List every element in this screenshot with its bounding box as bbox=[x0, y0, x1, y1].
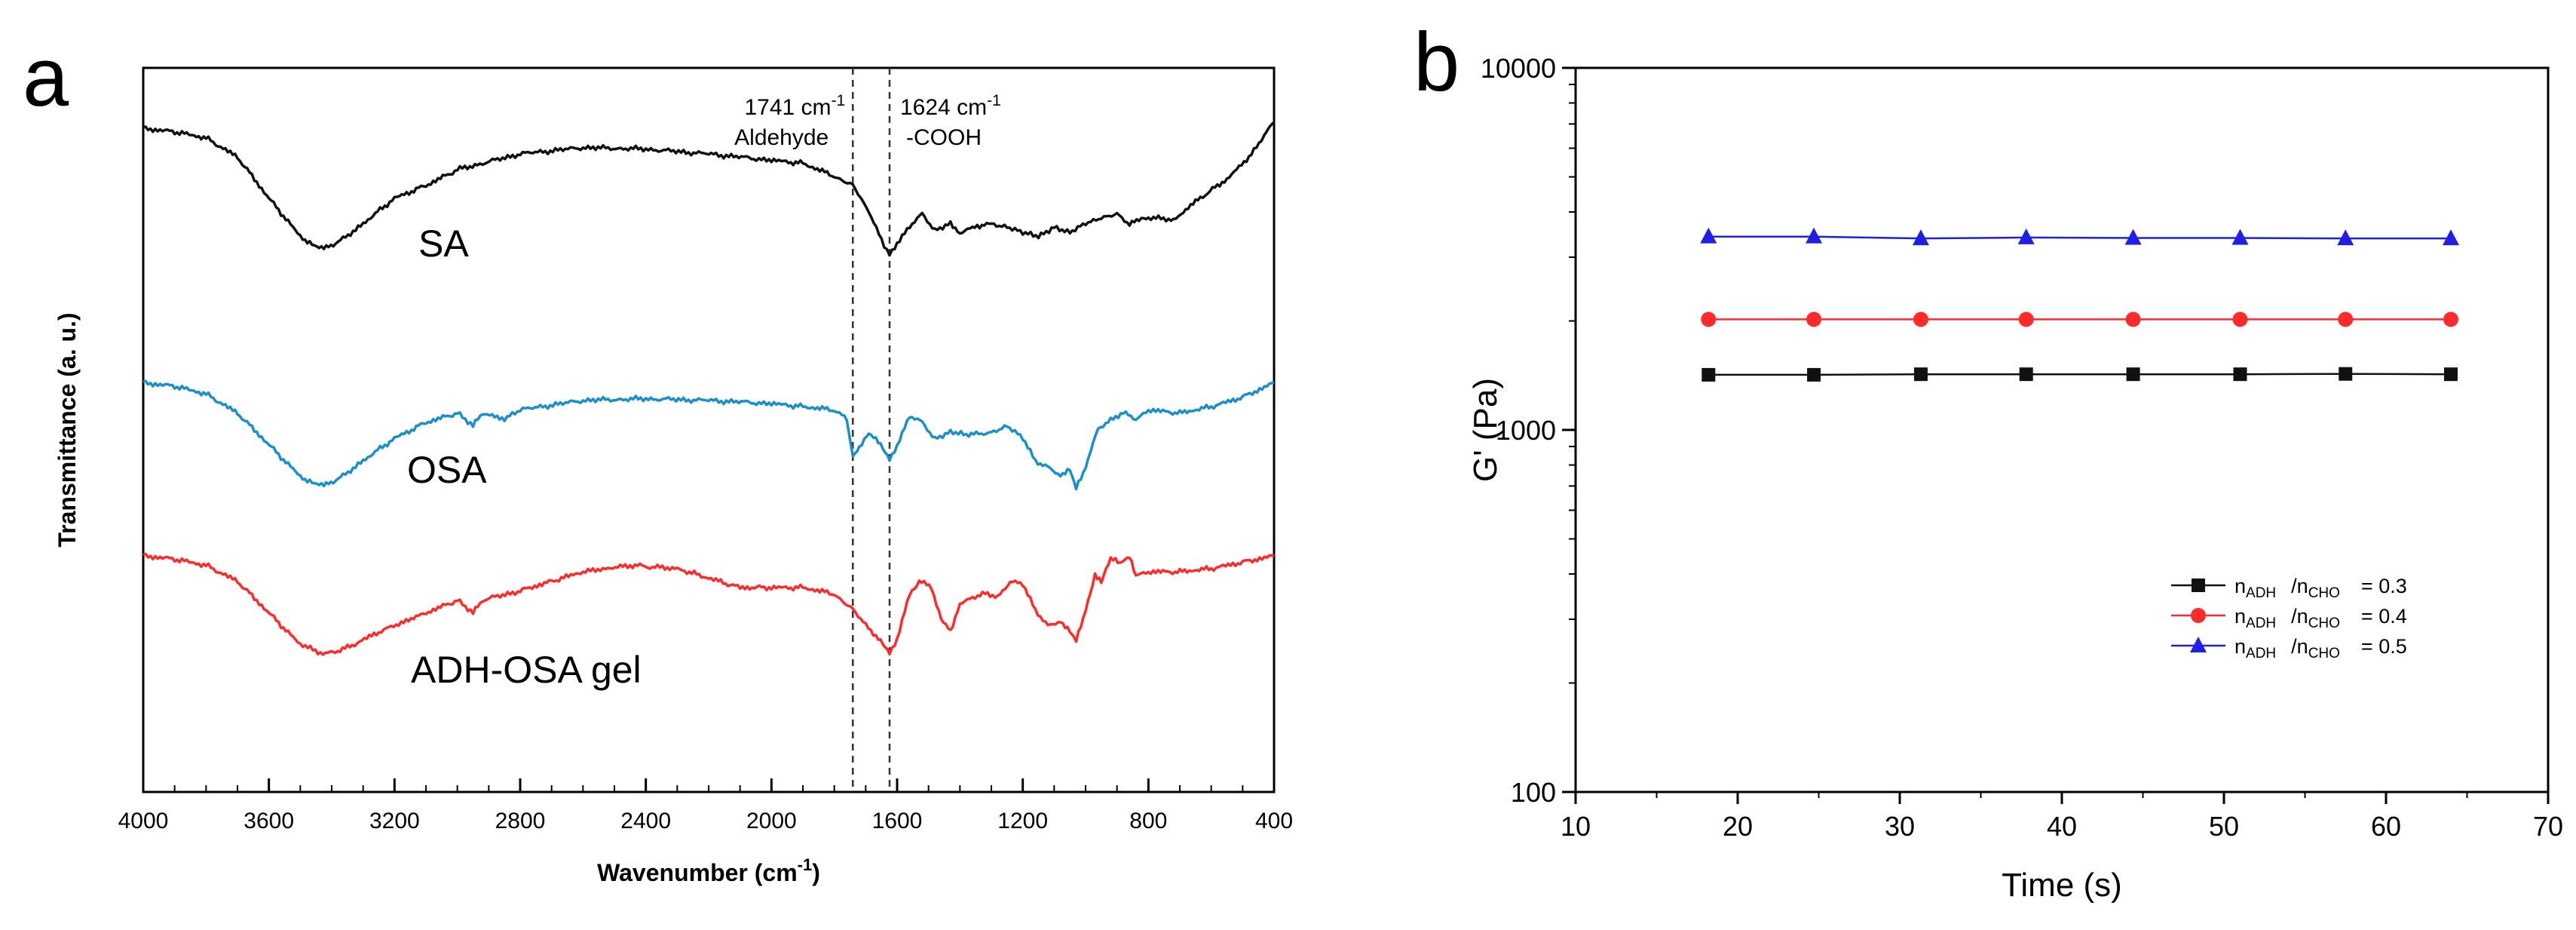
y-tick-label: 1000 bbox=[1496, 415, 1556, 446]
data-point-triangle bbox=[1912, 229, 1929, 246]
panel-a-label: a bbox=[23, 31, 69, 124]
y-tick-label: 100 bbox=[1511, 777, 1556, 808]
x-tick-label: 1600 bbox=[872, 809, 923, 833]
x-tick-label: 800 bbox=[1129, 809, 1167, 833]
data-point-square bbox=[2339, 367, 2353, 381]
series-label: SA bbox=[418, 223, 469, 265]
data-point-triangle bbox=[1806, 227, 1823, 244]
panel-a-x-axis-label: Wavenumber (cm-1) bbox=[597, 855, 820, 886]
x-tick-label: 3200 bbox=[369, 809, 420, 833]
series-line-osa bbox=[142, 379, 1275, 491]
series-label: ADH-OSA gel bbox=[411, 649, 642, 691]
legend-marker-triangle bbox=[2190, 637, 2207, 652]
panel-a-x-tick-labels: 4000 3600 3200 2800 2400 2000 1600 1200 800 400 bbox=[118, 809, 1293, 833]
panel-a-series bbox=[142, 121, 1276, 656]
data-point-triangle bbox=[1700, 227, 1717, 244]
panel-a-plot-frame bbox=[142, 66, 1276, 793]
reference-line-note: -COOH bbox=[906, 125, 982, 150]
y-tick-label: 10000 bbox=[1481, 53, 1556, 84]
panel-a-reference-lines: 1741 cm-1 Aldehyde 1624 cm-1 -COOH bbox=[734, 68, 1001, 792]
series-line-sa bbox=[142, 121, 1276, 257]
data-point-circle bbox=[1913, 312, 1928, 327]
legend-marker-square bbox=[2192, 579, 2205, 592]
data-point-square bbox=[1702, 367, 1716, 382]
panel-b-series bbox=[1700, 227, 2459, 382]
panel-a-series-labels: SA OSA ADH-OSA gel bbox=[407, 223, 642, 691]
reference-line-value: 1741 cm-1 bbox=[744, 92, 845, 120]
series-line-0.3 bbox=[1708, 373, 2452, 376]
x-tick-label: 2800 bbox=[495, 809, 546, 833]
series-line-adh-osa-gel bbox=[142, 552, 1275, 656]
data-point-circle bbox=[1701, 312, 1717, 327]
data-point-circle bbox=[1806, 312, 1822, 327]
panel-b: b 10 20 30 40 50 60 70 100 1000 10000 nADH/nCHO = … bbox=[1414, 16, 2563, 904]
legend-label: nADH/nCHO = 0.4 bbox=[2234, 605, 2407, 631]
data-point-circle bbox=[2232, 312, 2248, 327]
panel-b-label: b bbox=[1414, 16, 1460, 109]
panel-a: a 4000 3600 3200 2800 2400 2000 1600 1200 800 400… bbox=[23, 31, 1293, 886]
x-tick-label: 2000 bbox=[746, 809, 797, 833]
data-point-circle bbox=[2018, 312, 2034, 327]
reference-line-value: 1624 cm-1 bbox=[900, 92, 1001, 120]
reference-line-note: Aldehyde bbox=[734, 125, 829, 150]
data-point-square bbox=[2444, 367, 2458, 382]
panel-b-tick-labels: 10 20 30 40 50 60 70 100 1000 10000 bbox=[1481, 53, 2563, 842]
panel-b-y-axis-label: G' (Pa) bbox=[1467, 378, 1504, 482]
x-tick-label: 4000 bbox=[118, 809, 169, 833]
data-point-square bbox=[1913, 367, 1928, 382]
data-point-circle bbox=[2443, 312, 2458, 327]
panel-b-ticks bbox=[1562, 66, 2550, 804]
x-tick-label: 50 bbox=[2209, 811, 2239, 842]
x-tick-label: 400 bbox=[1255, 809, 1293, 833]
x-tick-label: 70 bbox=[2533, 811, 2563, 842]
panel-a-y-axis-label: Transmittance (a. u.) bbox=[54, 312, 81, 547]
legend-label: nADH/nCHO = 0.3 bbox=[2234, 575, 2407, 601]
panel-b-legend: nADH/nCHO = 0.3 nADH/nCHO = 0.4 nADH/nCHO = 0… bbox=[2171, 575, 2407, 661]
data-point-square bbox=[2233, 367, 2247, 382]
panel-b-plot-frame bbox=[1574, 66, 2550, 793]
data-point-square bbox=[1807, 367, 1821, 382]
data-point-triangle bbox=[2443, 229, 2459, 246]
panel-a-x-ticks bbox=[142, 778, 1276, 792]
data-point-circle bbox=[2125, 312, 2141, 327]
x-tick-label: 1200 bbox=[997, 809, 1048, 833]
x-tick-label: 2400 bbox=[620, 809, 671, 833]
x-tick-label: 3600 bbox=[244, 809, 294, 833]
legend-marker-circle bbox=[2191, 608, 2206, 623]
data-point-triangle bbox=[2231, 229, 2249, 245]
data-point-triangle bbox=[2337, 229, 2354, 246]
data-point-square bbox=[2126, 367, 2140, 382]
data-point-triangle bbox=[2017, 228, 2035, 244]
data-point-triangle bbox=[2124, 229, 2142, 245]
series-line-0.5 bbox=[1708, 235, 2451, 240]
x-tick-label: 30 bbox=[1885, 811, 1915, 842]
panel-b-x-axis-label: Time (s) bbox=[2002, 867, 2122, 904]
data-point-square bbox=[2019, 367, 2033, 382]
x-tick-label: 20 bbox=[1723, 811, 1753, 842]
data-point-circle bbox=[2338, 312, 2354, 327]
x-tick-label: 40 bbox=[2047, 811, 2077, 842]
legend-label: nADH/nCHO = 0.5 bbox=[2234, 635, 2407, 661]
x-tick-label: 10 bbox=[1561, 811, 1591, 842]
series-label: OSA bbox=[407, 449, 487, 491]
x-tick-label: 60 bbox=[2371, 811, 2401, 842]
